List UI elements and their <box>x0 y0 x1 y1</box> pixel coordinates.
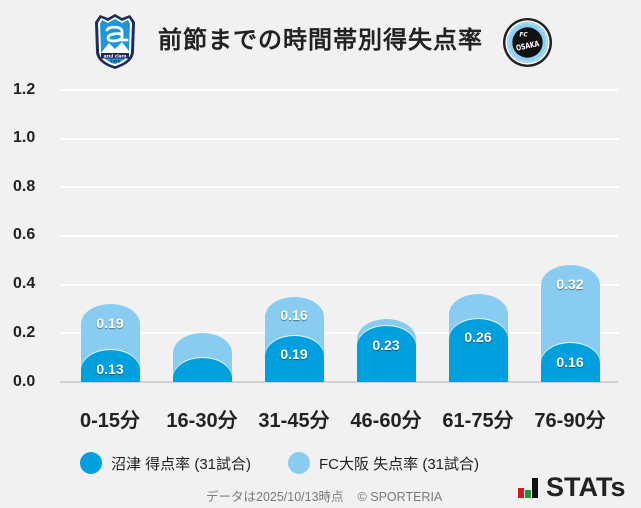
data-date-note: データは2025/10/13時点 <box>206 490 344 504</box>
x-tick-label: 0-15分 <box>79 410 141 432</box>
legend-label: 沼津 得点率 (31試合) <box>111 455 252 473</box>
gridline <box>60 284 618 286</box>
y-tick-label: 0.8 <box>13 178 36 195</box>
bar-chart-icon-red <box>518 488 524 498</box>
x-tick-label: 46-60分 <box>350 410 422 432</box>
data-label: 0.19 <box>96 314 124 331</box>
x-tick-label: 31-45分 <box>258 410 330 432</box>
x-axis-labels: 0-15分 16-30分 31-45分 46-60分 61-75分 76-90分 <box>64 406 616 436</box>
data-label: 0.23 <box>372 336 400 353</box>
legend-circle-icon <box>80 452 102 474</box>
bar-group: 0.23 <box>340 90 432 382</box>
plot-area: 0.13 0.19 0.19 0.16 0.23 0.26 0.16 0.32 <box>64 90 616 382</box>
y-tick-label: 0.4 <box>13 275 36 292</box>
x-axis-baseline <box>60 381 618 383</box>
bar-segment-numazu-scoring[interactable] <box>540 343 600 382</box>
bar-chart-icon-green <box>525 490 531 498</box>
data-label: 0.13 <box>96 360 124 377</box>
x-tick-label: 16-30分 <box>166 410 238 432</box>
bar-group: 0.19 0.16 <box>248 90 340 382</box>
gridline <box>60 186 618 188</box>
bar-segment-numazu-scoring[interactable] <box>264 335 324 382</box>
y-tick-label: 1.2 <box>13 81 36 98</box>
data-label: 0.16 <box>556 353 584 370</box>
gridline <box>60 89 618 91</box>
legend-label: FC大阪 失点率 (31試合) <box>319 455 480 473</box>
data-label: 0.32 <box>556 275 584 292</box>
logo-year: 1990 <box>110 60 121 64</box>
bar-segment-numazu-scoring[interactable] <box>80 350 140 382</box>
data-label: 0.16 <box>280 307 308 324</box>
bar-chart-icon-black <box>532 478 538 498</box>
y-tick-label: 0.0 <box>13 373 36 390</box>
legend-item-fcosaka-conceded[interactable]: FC大阪 失点率 (31試合) <box>288 451 479 475</box>
azul-claro-logo: azul claro 1990 <box>94 13 136 70</box>
fc-osaka-logo: FC OSAKA <box>502 17 553 68</box>
copyright: © SPORTERIA <box>357 490 443 504</box>
footer-note: データは2025/10/13時点 © SPORTERIA <box>206 488 442 506</box>
bar-group <box>156 90 248 382</box>
y-tick-label: 0.6 <box>13 226 36 243</box>
y-tick-label: 1.0 <box>13 129 36 146</box>
data-label: 0.19 <box>280 346 308 363</box>
bar-segment-numazu-scoring[interactable] <box>356 326 416 382</box>
bar-group: 0.16 0.32 <box>524 90 616 382</box>
bar-group: 0.13 0.19 <box>64 90 156 382</box>
logo-text: azul claro <box>104 53 127 58</box>
gridline <box>60 138 618 140</box>
chart-title: 前節までの時間帯別得失点率 <box>158 27 483 54</box>
legend-circle-icon <box>288 452 310 474</box>
gridline <box>60 332 618 334</box>
legend-item-numazu-scoring[interactable]: 沼津 得点率 (31試合) <box>80 451 251 475</box>
gridline <box>60 235 618 237</box>
bar-group: 0.26 <box>432 90 524 382</box>
x-tick-label: 76-90分 <box>534 410 606 432</box>
data-label: 0.26 <box>464 329 492 346</box>
brand-name: STATs <box>546 472 626 502</box>
x-tick-label: 61-75分 <box>442 410 514 432</box>
bar-segment-numazu-scoring[interactable] <box>448 318 508 382</box>
logo-text-fc: FC <box>519 33 528 39</box>
y-tick-label: 0.2 <box>13 324 36 341</box>
